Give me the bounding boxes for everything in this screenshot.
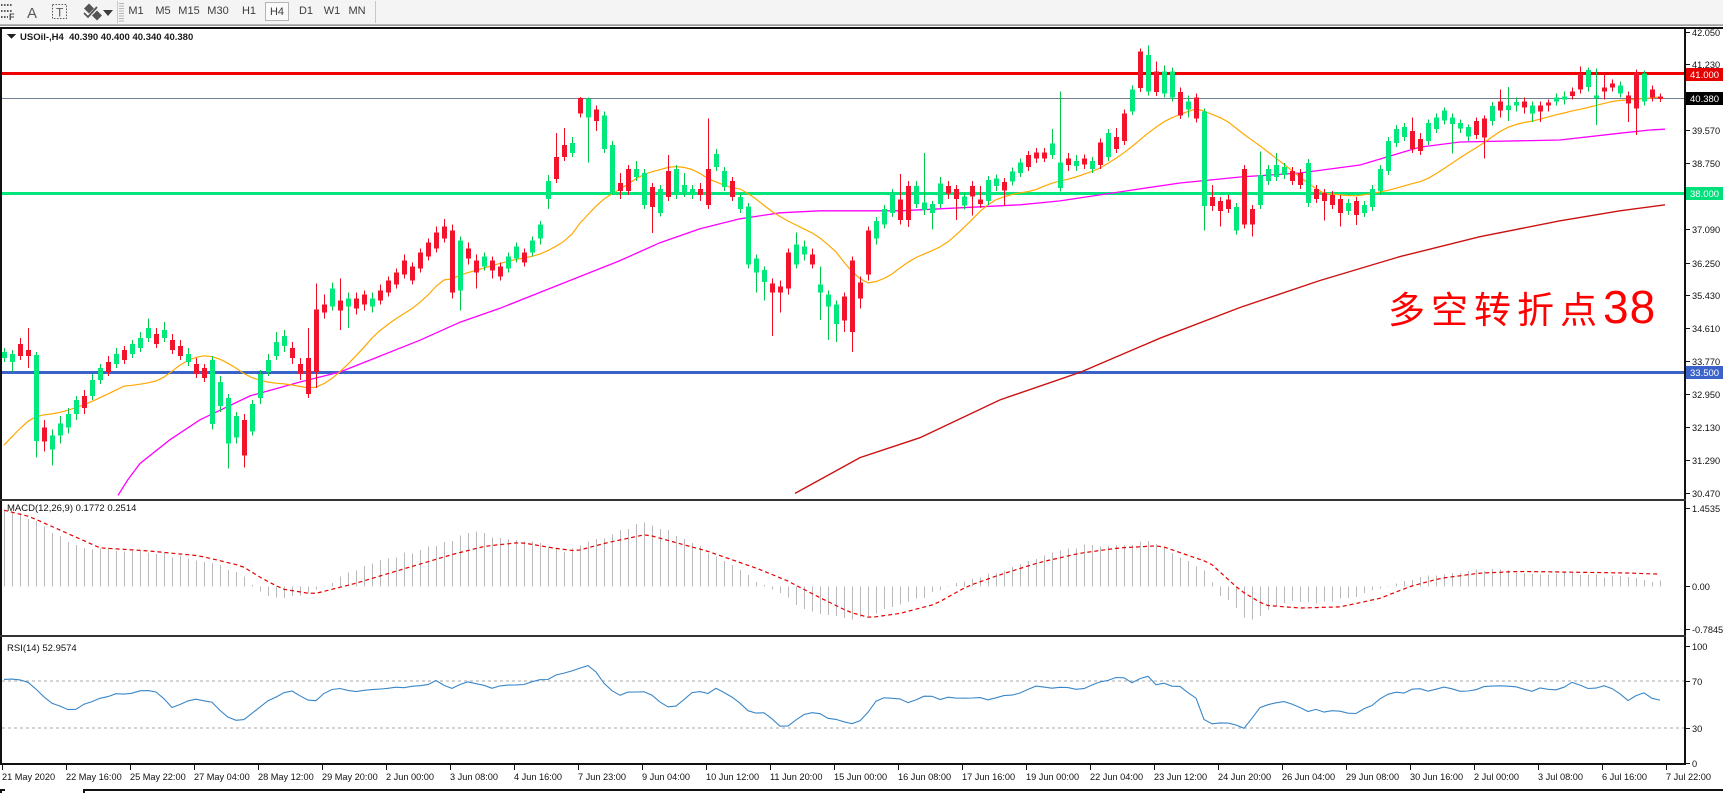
svg-text:RSI(14) 52.9574: RSI(14) 52.9574	[7, 643, 77, 654]
svg-text:MACD(12,26,9) 0.1772 0.2514: MACD(12,26,9) 0.1772 0.2514	[7, 503, 136, 514]
svg-text:36.250: 36.250	[1692, 259, 1720, 269]
svg-text:24 Jun 20:00: 24 Jun 20:00	[1218, 772, 1271, 782]
svg-text:T: T	[56, 6, 64, 20]
svg-text:38.750: 38.750	[1692, 159, 1720, 169]
svg-text:1.4535: 1.4535	[1692, 504, 1720, 514]
svg-text:19 Jun 00:00: 19 Jun 00:00	[1026, 772, 1079, 782]
svg-text:6 Jul 16:00: 6 Jul 16:00	[1602, 772, 1647, 782]
svg-text:3 Jun 08:00: 3 Jun 08:00	[450, 772, 498, 782]
svg-text:37.090: 37.090	[1692, 225, 1720, 235]
svg-text:16 Jun 08:00: 16 Jun 08:00	[898, 772, 951, 782]
svg-text:2 Jul 00:00: 2 Jul 00:00	[1474, 772, 1519, 782]
svg-text:7 Jul 22:00: 7 Jul 22:00	[1666, 772, 1711, 782]
svg-text:33.770: 33.770	[1692, 357, 1720, 367]
svg-text:4 Jun 16:00: 4 Jun 16:00	[514, 772, 562, 782]
svg-text:41.230: 41.230	[1692, 60, 1720, 70]
svg-text:USOil-,H4 40.390 40.400 40.34: USOil-,H4 40.390 40.400 40.340 40.380	[20, 32, 193, 43]
svg-text:-0.7845: -0.7845	[1692, 625, 1723, 635]
svg-text:15 Jun 00:00: 15 Jun 00:00	[834, 772, 887, 782]
svg-text:23 Jun 12:00: 23 Jun 12:00	[1154, 772, 1207, 782]
svg-text:A: A	[27, 5, 37, 22]
svg-text:38.000: 38.000	[1690, 189, 1719, 200]
svg-text:10 Jun 12:00: 10 Jun 12:00	[706, 772, 759, 782]
svg-text:25 May 22:00: 25 May 22:00	[130, 772, 186, 782]
svg-text:9 Jun 04:00: 9 Jun 04:00	[642, 772, 690, 782]
svg-text:多空转折点38: 多空转折点38	[1388, 281, 1656, 333]
svg-text:7 Jun 23:00: 7 Jun 23:00	[578, 772, 626, 782]
svg-text:33.500: 33.500	[1690, 368, 1719, 379]
svg-text:28 May 12:00: 28 May 12:00	[258, 772, 314, 782]
svg-text:22 Jun 04:00: 22 Jun 04:00	[1090, 772, 1143, 782]
svg-text:39.570: 39.570	[1692, 126, 1720, 136]
svg-text:31.290: 31.290	[1692, 456, 1720, 466]
svg-text:40.380: 40.380	[1690, 94, 1719, 105]
svg-text:21 May 2020: 21 May 2020	[2, 772, 55, 782]
svg-text:32.130: 32.130	[1692, 423, 1720, 433]
svg-text:17 Jun 16:00: 17 Jun 16:00	[962, 772, 1015, 782]
svg-text:F: F	[9, 12, 15, 22]
svg-text:0: 0	[1692, 759, 1697, 769]
svg-text:30.470: 30.470	[1692, 489, 1720, 499]
svg-text:3 Jul 08:00: 3 Jul 08:00	[1538, 772, 1583, 782]
svg-text:22 May 16:00: 22 May 16:00	[66, 772, 122, 782]
svg-text:26 Jun 04:00: 26 Jun 04:00	[1282, 772, 1335, 782]
svg-text:0.00: 0.00	[1692, 582, 1710, 592]
svg-text:30: 30	[1692, 724, 1702, 734]
svg-text:2 Jun 00:00: 2 Jun 00:00	[386, 772, 434, 782]
svg-text:29 Jun 08:00: 29 Jun 08:00	[1346, 772, 1399, 782]
svg-text:100: 100	[1692, 642, 1707, 652]
svg-text:29 May 20:00: 29 May 20:00	[322, 772, 378, 782]
svg-text:11 Jun 20:00: 11 Jun 20:00	[770, 772, 822, 782]
svg-text:42.050: 42.050	[1692, 28, 1720, 38]
svg-text:35.430: 35.430	[1692, 291, 1720, 301]
svg-text:41.000: 41.000	[1690, 70, 1719, 81]
svg-text:34.610: 34.610	[1692, 324, 1720, 334]
svg-text:27 May 04:00: 27 May 04:00	[194, 772, 250, 782]
svg-text:32.950: 32.950	[1692, 390, 1720, 400]
svg-text:30 Jun 16:00: 30 Jun 16:00	[1410, 772, 1463, 782]
svg-text:70: 70	[1692, 677, 1702, 687]
